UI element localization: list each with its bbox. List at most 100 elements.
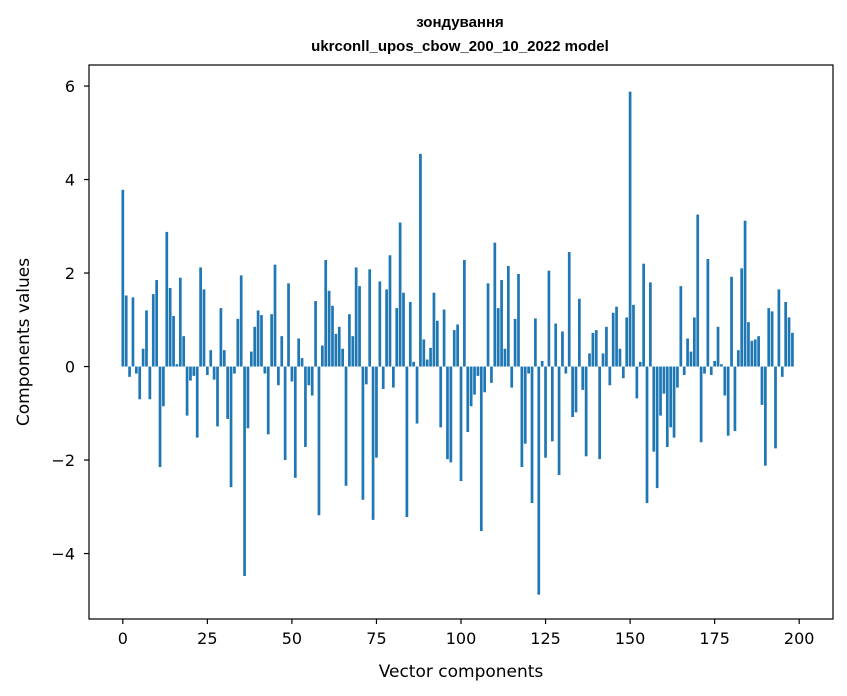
bar-28 <box>216 366 219 427</box>
bar-111 <box>496 308 500 367</box>
bar-115 <box>510 366 514 388</box>
bar-109 <box>490 366 493 383</box>
bar-136 <box>581 366 585 390</box>
bar-69 <box>354 267 358 367</box>
bar-126 <box>547 270 551 367</box>
bar-184 <box>743 220 747 367</box>
bar-173 <box>706 259 710 367</box>
bar-37 <box>246 366 250 429</box>
bar-47 <box>280 336 284 367</box>
bar-59 <box>320 345 324 367</box>
bar-189 <box>760 366 764 405</box>
bar-167 <box>686 338 689 367</box>
bar-122 <box>534 318 537 367</box>
bar-72 <box>364 366 368 385</box>
y-tick-label: 6 <box>65 77 75 96</box>
bar-114 <box>506 266 510 367</box>
bar-176 <box>716 326 720 367</box>
bar-113 <box>503 348 507 367</box>
bar-87 <box>415 366 419 424</box>
bar-36 <box>243 366 246 576</box>
bar-67 <box>348 314 351 367</box>
bar-16 <box>175 364 179 367</box>
bar-25 <box>206 366 209 375</box>
bar-140 <box>594 330 598 367</box>
bar-175 <box>713 360 716 367</box>
bar-84 <box>405 366 409 518</box>
bar-153 <box>638 361 642 367</box>
bar-63 <box>334 333 338 367</box>
bar-197 <box>787 317 791 367</box>
bar-11 <box>158 366 162 468</box>
bar-134 <box>574 366 578 413</box>
bar-149 <box>625 317 629 367</box>
bar-31 <box>226 366 230 419</box>
bar-76 <box>378 281 382 367</box>
bar-56 <box>310 366 314 396</box>
y-axis-ticks: −4 −2 0 2 4 6 <box>51 77 89 564</box>
bar-177 <box>720 364 723 367</box>
bar-129 <box>557 366 561 475</box>
bar-22 <box>195 366 199 438</box>
bar-8 <box>148 366 152 400</box>
bar-147 <box>618 348 622 367</box>
bar-29 <box>219 308 223 367</box>
x-tick-label: 0 <box>118 629 128 648</box>
bar-82 <box>398 222 402 367</box>
bar-143 <box>605 326 608 367</box>
x-tick-label: 100 <box>446 629 477 648</box>
bar-108 <box>486 283 490 367</box>
bar-124 <box>540 360 544 367</box>
bar-151 <box>632 304 635 367</box>
bar-12 <box>162 366 165 407</box>
bar-9 <box>151 294 155 367</box>
bar-181 <box>733 366 737 432</box>
bar-185 <box>747 322 750 367</box>
bar-50 <box>290 366 294 382</box>
bar-179 <box>726 366 730 436</box>
bar-156 <box>649 282 652 367</box>
bar-170 <box>696 214 700 367</box>
bar-77 <box>381 366 385 389</box>
bar-32 <box>229 366 233 488</box>
bar-142 <box>601 353 605 367</box>
bar-45 <box>273 264 277 367</box>
bar-95 <box>442 309 446 367</box>
bar-40 <box>256 310 260 367</box>
bar-53 <box>300 358 304 367</box>
bar-52 <box>297 338 301 367</box>
x-tick-label: 75 <box>366 629 386 648</box>
bar-33 <box>233 366 236 374</box>
bar-71 <box>361 366 365 500</box>
bar-135 <box>578 298 581 367</box>
bar-194 <box>777 289 781 367</box>
bar-100 <box>459 366 463 482</box>
bar-141 <box>598 366 602 460</box>
bar-165 <box>679 286 683 367</box>
bar-155 <box>645 366 649 504</box>
bar-130 <box>561 331 564 367</box>
bar-39 <box>253 326 257 367</box>
bar-187 <box>753 339 757 367</box>
bar-178 <box>723 366 727 396</box>
bar-80 <box>392 366 395 388</box>
bar-15 <box>172 316 175 367</box>
bar-107 <box>483 366 487 393</box>
x-tick-label: 25 <box>197 629 217 648</box>
bar-75 <box>375 366 378 458</box>
x-tick-label: 175 <box>699 629 730 648</box>
bar-119 <box>523 366 527 444</box>
y-tick-label: −2 <box>51 451 75 470</box>
bar-88 <box>419 153 422 367</box>
bars-group <box>121 91 794 595</box>
bar-102 <box>466 366 470 432</box>
x-tick-label: 50 <box>282 629 302 648</box>
bar-85 <box>408 302 412 367</box>
bar-68 <box>351 336 355 367</box>
bar-0 <box>121 189 125 367</box>
bar-132 <box>567 252 571 367</box>
bar-158 <box>655 366 659 489</box>
bar-160 <box>662 366 666 394</box>
bar-49 <box>287 283 290 367</box>
